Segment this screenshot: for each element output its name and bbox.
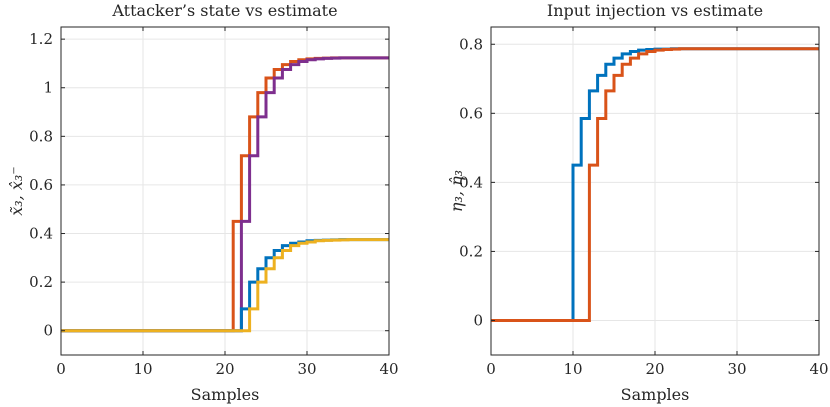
- x-axis-label: Samples: [191, 385, 260, 404]
- series-lines: η₃η̂₃: [491, 47, 819, 322]
- y-axis-label: η₃, η̂₃: [447, 170, 466, 212]
- x-tick-label: 20: [215, 360, 234, 378]
- grid-lines: [60, 27, 390, 355]
- series-line-1: η̂₃: [491, 47, 819, 322]
- x-tick-label: 30: [727, 360, 746, 378]
- y-tick-label: 0.6: [459, 104, 483, 122]
- y-tick-label: 0: [43, 322, 53, 340]
- x-axis-label: Samples: [621, 385, 690, 404]
- series-lines: x̃₃ (state, scaled)x̂₃⁻ (estimate, scale…: [61, 56, 389, 333]
- ticks: 0 10 20 30 40 0 0.2 0.4 0.6 0.8: [459, 27, 829, 378]
- chart-title: Input injection vs estimate: [547, 1, 763, 20]
- x-tick-label: 0: [56, 360, 66, 378]
- chart-input-injection: η₃η̂₃ 0 10 20 30 40 0 0.2 0.4 0.6 0.8 Input injec…: [447, 1, 829, 404]
- y-tick-label: 1: [43, 79, 53, 97]
- y-tick-label: 0.2: [459, 242, 483, 260]
- y-tick-label: 0.6: [29, 176, 53, 194]
- y-tick-label: 0.2: [29, 273, 53, 291]
- ticks: 0 10 20 30 40 0 0.2 0.4 0.6 0.8 1 1.2: [29, 27, 399, 378]
- x-tick-label: 20: [645, 360, 664, 378]
- series-line-3: x̂₃⁻: [61, 238, 389, 333]
- y-axis-label: x̃₃, x̂₃⁻: [7, 166, 26, 216]
- x-tick-label: 10: [563, 360, 582, 378]
- y-tick-label: 1.2: [29, 30, 53, 48]
- y-tick-label: 0.4: [459, 173, 483, 191]
- y-tick-label: 0.8: [459, 35, 483, 53]
- y-tick-label: 0.4: [29, 225, 53, 243]
- grid-lines: [490, 27, 820, 355]
- x-tick-label: 40: [809, 360, 828, 378]
- y-tick-label: 0.8: [29, 127, 53, 145]
- chart-title: Attacker’s state vs estimate: [111, 1, 337, 20]
- x-tick-label: 10: [133, 360, 152, 378]
- x-tick-label: 40: [379, 360, 398, 378]
- y-tick-label: 0: [473, 311, 483, 329]
- x-tick-label: 30: [297, 360, 316, 378]
- x-tick-label: 0: [486, 360, 496, 378]
- chart-attacker-state: x̃₃ (state, scaled)x̂₃⁻ (estimate, scale…: [7, 1, 399, 404]
